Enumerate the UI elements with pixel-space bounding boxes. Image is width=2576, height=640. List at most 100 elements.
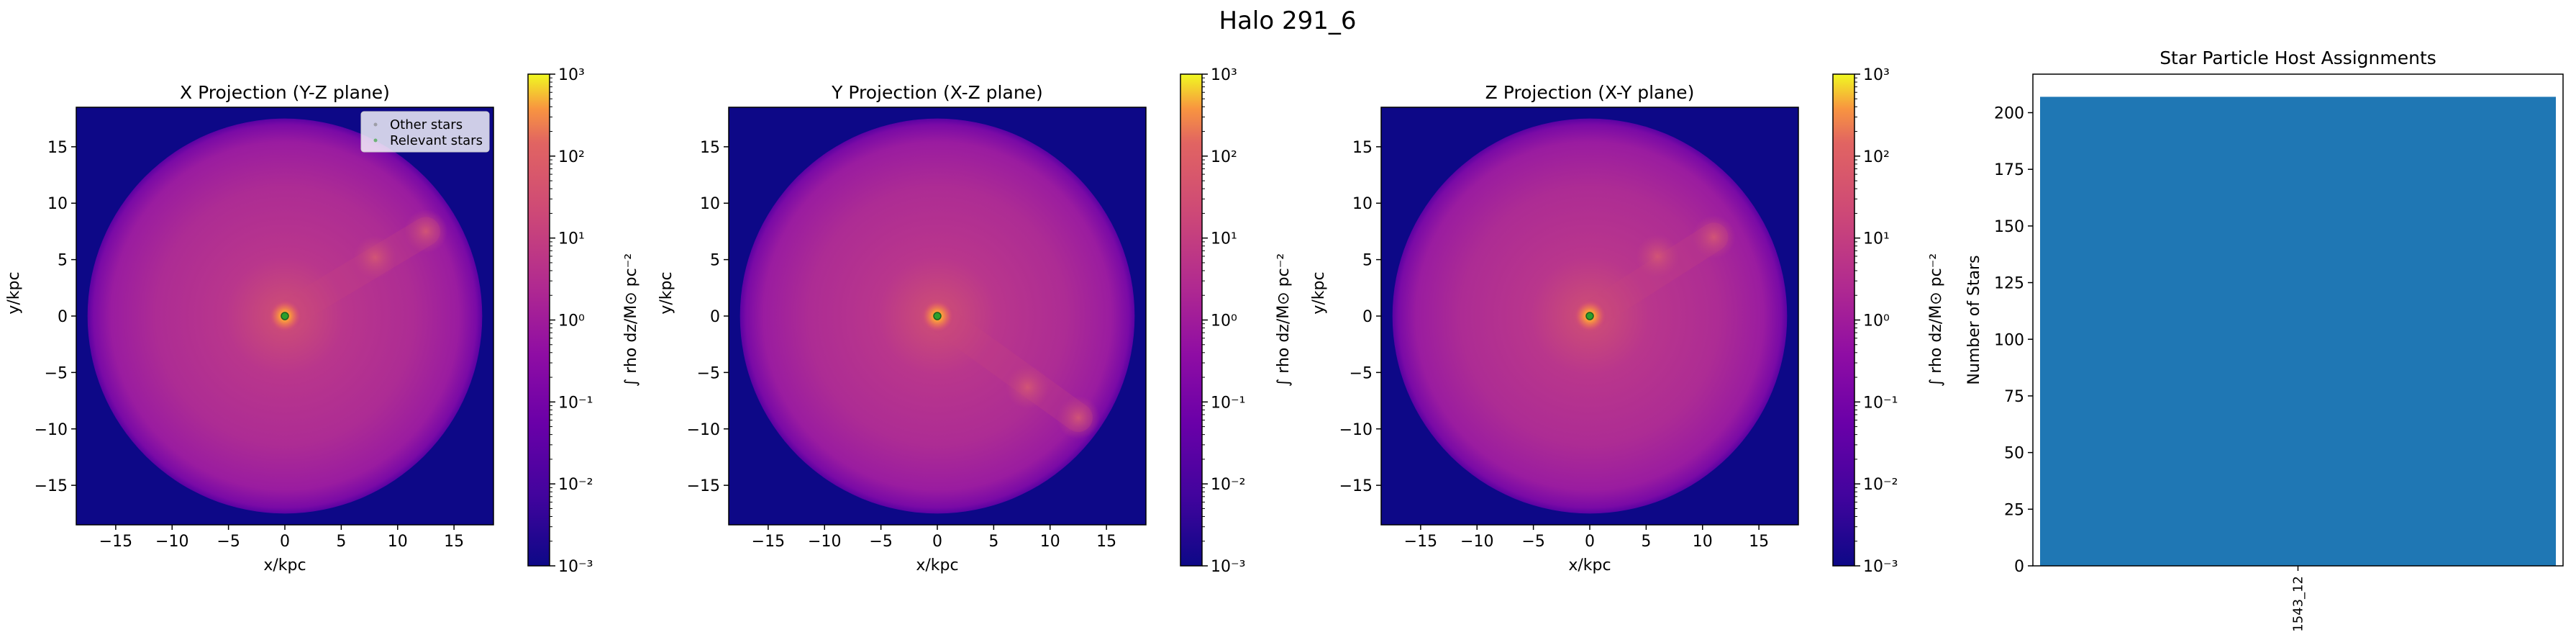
colorbar-label: ∫ rho dz/M⊙ pc⁻² (1275, 253, 1293, 387)
y-tick-label: −10 (35, 421, 68, 439)
colorbar-tick-label: 10³ (1863, 66, 1890, 84)
colorbar-tick-label: 10⁻² (558, 476, 593, 494)
y-tick-label: 15 (47, 139, 68, 157)
legend-entry: Relevant stars (390, 133, 483, 148)
y-tick-label: 0 (58, 308, 68, 326)
colorbar-gradient (1832, 73, 1855, 567)
x-tick-label: 5 (1641, 533, 1651, 551)
substructure-1 (353, 235, 397, 279)
x-tick-label: 15 (1749, 533, 1769, 551)
panel-title: Y Projection (X-Z plane) (831, 82, 1043, 103)
colorbar-gradient (1180, 73, 1203, 567)
colorbar: 10⁻³ 10⁻² 10⁻¹ 10⁰ 10¹ 10² 10³ ∫ rho dz/M⊙ pc⁻² (1832, 66, 1945, 576)
y-tick-label: −5 (45, 364, 68, 382)
y-tick-label: 0 (710, 308, 720, 326)
colorbar: 10⁻³ 10⁻² 10⁻¹ 10⁰ 10¹ 10² 10³ ∫ rho dz/M⊙ pc⁻² (1180, 66, 1293, 576)
y-tick-label: 10 (47, 195, 68, 213)
map-panel-3: −15 −10 −5 0 5 10 15 −15 −10 −5 0 5 10 15 x/kpc y/kpc Z … (1310, 66, 1945, 576)
y-tick-label: 75 (2004, 388, 2024, 406)
substructure-1 (1636, 234, 1680, 278)
colorbar-tick-label: 10⁻¹ (558, 394, 593, 412)
colorbar-tick-label: 10⁻² (1863, 476, 1898, 494)
relevant-stars-marker (933, 312, 942, 320)
colorbar-tick-label: 10³ (1211, 66, 1237, 84)
x-tick-label: 0 (932, 533, 942, 551)
colorbar-tick-label: 10³ (558, 66, 585, 84)
x-tick-label: 10 (1693, 533, 1713, 551)
colorbar-tick-label: 10⁰ (558, 312, 585, 330)
x-tick-label: 15 (444, 533, 464, 551)
x-axis-label: x/kpc (916, 556, 958, 574)
y-tick-label: −10 (687, 421, 720, 439)
x-tick-label: 15 (1096, 533, 1116, 551)
y-tick-label: −15 (35, 477, 68, 495)
colorbar-tick-label: 10² (1863, 148, 1890, 166)
colorbar-gradient (527, 73, 550, 567)
colorbar-label: ∫ rho dz/M⊙ pc⁻² (1927, 253, 1945, 387)
x-tick-label: −15 (1404, 533, 1437, 551)
colorbar-tick-label: 10⁻² (1211, 476, 1245, 494)
substructure-2 (1056, 396, 1100, 440)
y-tick-label: 100 (1994, 331, 2024, 349)
y-tick-label: 200 (1994, 105, 2024, 123)
bar (2040, 96, 2556, 566)
map-panel-2: −15 −10 −5 0 5 10 15 −15 −10 −5 0 5 10 15 x/kpc y/kpc Y … (657, 66, 1293, 576)
y-tick-label: 5 (1362, 252, 1373, 270)
relevant-stars-marker (1585, 312, 1594, 320)
panels: −15 −10 −5 0 5 10 15 −15 −10 −5 0 5 10 15 x/kpc y/kpc X … (5, 48, 2564, 632)
y-tick-label: −10 (1339, 421, 1373, 439)
y-tick-label: −15 (1339, 477, 1373, 495)
colorbar-label: ∫ rho dz/M⊙ pc⁻² (622, 253, 640, 387)
y-tick-label: 0 (2014, 558, 2024, 576)
x-tick-label: 10 (388, 533, 408, 551)
x-tick-label: −15 (752, 533, 785, 551)
y-tick-label: 5 (710, 252, 720, 270)
x-tick-label: −10 (155, 533, 188, 551)
substructure-1 (1006, 365, 1050, 409)
legend-box (360, 111, 490, 153)
x-axis-label: x/kpc (263, 556, 306, 574)
colorbar-tick-label: 10⁰ (1211, 312, 1237, 330)
y-tick-label: 25 (2004, 501, 2024, 519)
substructure-2 (1692, 215, 1736, 259)
y-tick-label: 175 (1994, 161, 2024, 179)
y-tick-label: 50 (2004, 445, 2024, 463)
colorbar-tick-label: 10⁻³ (1863, 558, 1898, 576)
y-tick-label: 0 (1362, 308, 1373, 326)
y-tick-label: 10 (700, 195, 720, 213)
y-axis-label: y/kpc (657, 271, 675, 314)
legend-entry: Other stars (390, 117, 463, 132)
legend-marker (373, 122, 378, 127)
y-tick-label: −5 (697, 364, 720, 382)
x-tick-label: −10 (808, 533, 841, 551)
x-tick-label: 5 (988, 533, 998, 551)
density-image (739, 118, 1135, 514)
colorbar-tick-label: 10⁰ (1863, 312, 1890, 330)
colorbar-tick-label: 10¹ (558, 230, 585, 248)
y-axis-label: y/kpc (1310, 271, 1328, 314)
y-tick-label: −15 (687, 477, 720, 495)
x-tick-label: 5 (336, 533, 346, 551)
y-tick-label: 125 (1994, 275, 2024, 293)
y-tick-label: 150 (1994, 218, 2024, 236)
colorbar-tick-label: 10² (558, 148, 585, 166)
y-tick-label: 5 (58, 252, 68, 270)
y-axis-label: y/kpc (5, 271, 23, 314)
x-tick-label: −5 (1521, 533, 1544, 551)
panel-title: Z Projection (X-Y plane) (1485, 82, 1695, 103)
x-axis-label: x/kpc (1568, 556, 1611, 574)
colorbar-tick-label: 10¹ (1211, 230, 1237, 248)
figure-title: Halo 291_6 (1219, 6, 1357, 35)
substructure-2 (404, 209, 447, 253)
colorbar: 10⁻³ 10⁻² 10⁻¹ 10⁰ 10¹ 10² 10³ ∫ rho dz/M⊙ pc⁻² (527, 66, 640, 576)
y-axis-label: Number of Stars (1965, 255, 1983, 384)
panel-title: X Projection (Y-Z plane) (180, 82, 390, 103)
y-tick-label: 10 (1352, 195, 1373, 213)
x-tick-label: −5 (869, 533, 892, 551)
x-tick-label: −5 (217, 533, 240, 551)
colorbar-tick-label: 10¹ (1863, 230, 1890, 248)
x-tick-label: 0 (280, 533, 290, 551)
legend-marker (373, 138, 378, 143)
axes-frame (2032, 73, 2564, 567)
